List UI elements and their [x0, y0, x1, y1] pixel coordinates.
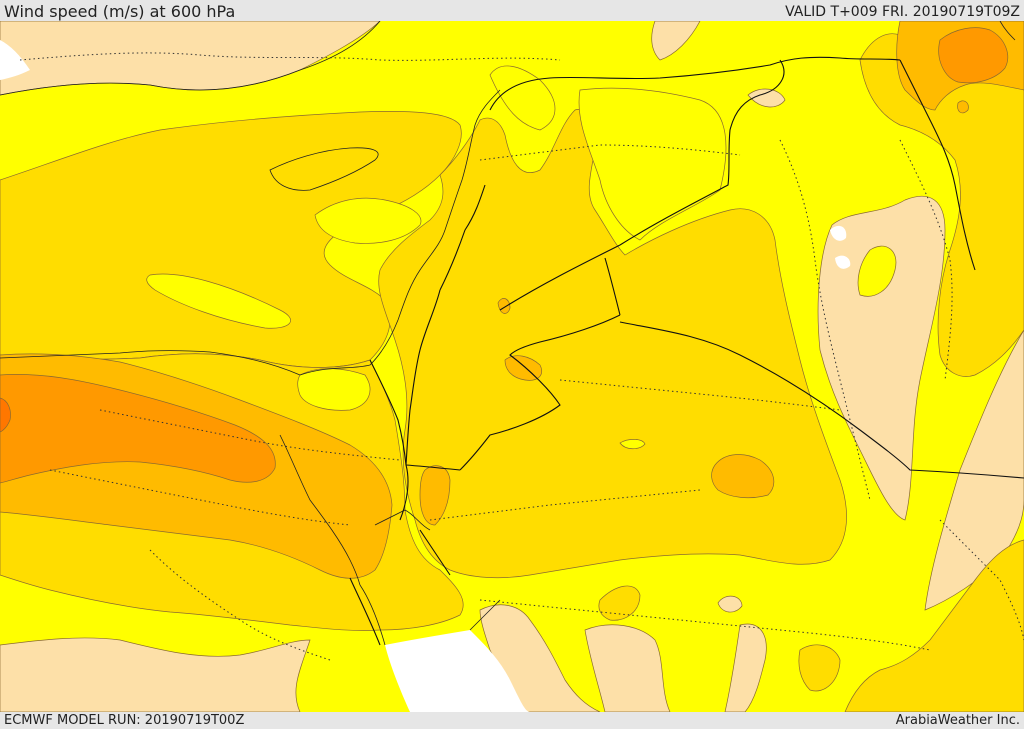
- admin-line-saudi-3: [479, 599, 931, 651]
- border-jordan-saudi: [459, 314, 621, 471]
- wind-band-4-egypt: [0, 374, 276, 484]
- model-run-label: ECMWF MODEL RUN: 20190719T00Z: [4, 713, 245, 728]
- wind-band-3-patch-a: [711, 454, 775, 499]
- wind-band-1-hole-5: [489, 65, 556, 131]
- border-saudi-jordan-aqaba: [405, 464, 461, 471]
- missing-region-aegean: [0, 40, 30, 80]
- calm-region-caucasus: [651, 21, 701, 61]
- wind-band-1-hole-4: [619, 439, 646, 450]
- calm-region-saudi-east: [724, 623, 767, 712]
- wind-band-5-west: [0, 397, 11, 433]
- border-egypt-israel: [369, 359, 407, 466]
- wind-band-4: [0, 27, 1009, 484]
- coastline-cyprus: [269, 147, 379, 191]
- coastline-caspian: [999, 21, 1016, 41]
- footer-bar: ECMWF MODEL RUN: 20190719T00Z ArabiaWeat…: [0, 712, 1024, 729]
- wind-band-1-hole-6: [578, 87, 727, 241]
- admin-line-iraq: [779, 139, 871, 501]
- border-lebanon-syria: [439, 184, 486, 291]
- admin-line-iran: [899, 139, 953, 381]
- country-borders: [349, 56, 1024, 646]
- border-iraq-saudi: [619, 321, 1024, 479]
- border-jordan-iraq: [604, 257, 621, 316]
- header-bar: Wind speed (m/s) at 600 hPa VALID T+009 …: [0, 0, 1024, 21]
- wind-band-1-holes: [146, 65, 897, 450]
- wind-band-1-hole-3: [314, 197, 422, 244]
- calm-region-iraq-small: [747, 88, 786, 108]
- border-egypt-sudan: [349, 577, 381, 646]
- calm-region-saudi-south: [584, 624, 671, 712]
- missing-region-lake-1: [830, 225, 847, 241]
- wind-band-2-patch-b: [798, 644, 841, 692]
- missing-regions: [0, 40, 851, 712]
- calm-regions: [0, 21, 1024, 712]
- calm-region-sudan: [0, 637, 311, 712]
- wind-band-1-hole-7: [857, 245, 897, 297]
- border-israel-jordan: [399, 289, 441, 521]
- missing-region-lake-2: [835, 255, 851, 269]
- border-syria-iraq: [499, 59, 785, 311]
- coastline-sinai: [374, 509, 431, 531]
- calm-region-saudi-dot: [717, 595, 743, 613]
- wind-band-4-east: [938, 27, 1009, 84]
- wind-band-3-patch-d: [957, 100, 969, 114]
- wind-band-1-hole-1: [146, 273, 291, 329]
- coastline-gulf-of-suez: [279, 434, 361, 586]
- coastlines: [0, 21, 1016, 646]
- valid-time: VALID T+009 FRI. 20190719T09Z: [785, 4, 1020, 20]
- wind-band-3-sinai: [419, 465, 451, 526]
- coastline-egypt: [0, 350, 301, 376]
- admin-line-egypt-1: [99, 409, 401, 461]
- coastline-mediterranean-east: [299, 89, 501, 376]
- coastline-red-sea: [359, 584, 501, 646]
- wind-band-5: [0, 397, 11, 433]
- border-turkey-syria-iraq: [489, 56, 901, 111]
- wind-band-1-hole-2: [297, 368, 371, 411]
- coastline-turkey: [0, 21, 381, 96]
- map-title: Wind speed (m/s) at 600 hPa: [4, 2, 236, 21]
- admin-boundaries: [19, 52, 1024, 661]
- calm-region-iraq: [817, 195, 946, 521]
- credit-label: ArabiaWeather Inc.: [895, 713, 1020, 728]
- wind-band-2-patch-a: [598, 585, 641, 621]
- border-saudi-west: [419, 529, 451, 576]
- wind-speed-map: [0, 21, 1024, 712]
- admin-line-turkey: [19, 52, 561, 61]
- wind-band-2-gulf: [844, 539, 1024, 712]
- border-iraq-iran: [899, 59, 976, 271]
- missing-region-red-sea: [385, 630, 530, 712]
